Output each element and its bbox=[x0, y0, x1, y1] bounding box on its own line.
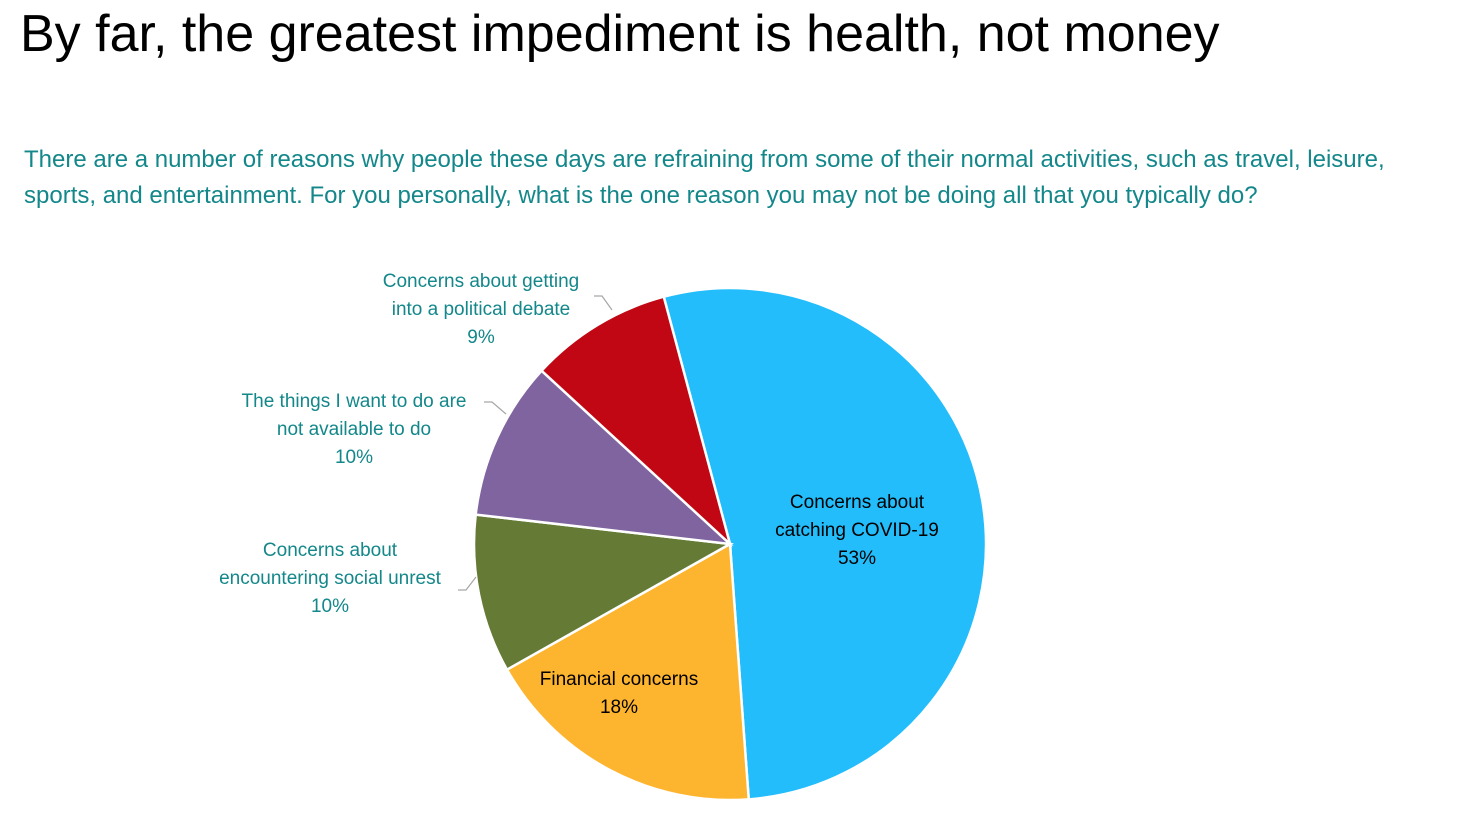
slice-data-label: The things I want to do are not available… bbox=[242, 391, 467, 468]
pie-slice bbox=[539, 295, 733, 548]
pie-slice bbox=[472, 513, 734, 672]
pie-slice bbox=[474, 368, 734, 546]
slice-data-label: Concerns about getting into a political d… bbox=[383, 271, 579, 348]
slice-category-label: Concerns about bbox=[790, 492, 925, 513]
slice-data-label: Concerns about catching COVID-19 53% bbox=[775, 492, 939, 569]
pie-slice bbox=[505, 541, 751, 802]
label-leader-line bbox=[484, 401, 507, 415]
slice-percent-label: 53% bbox=[838, 548, 876, 569]
slice-percent-label: 9% bbox=[467, 327, 495, 348]
label-leader-line bbox=[458, 576, 477, 591]
slice-category-label: Concerns about getting bbox=[383, 271, 579, 292]
slice-category-label: encountering social unrest bbox=[219, 568, 442, 589]
slice-percent-label: 10% bbox=[311, 596, 349, 617]
slice-category-label: The things I want to do are bbox=[242, 391, 467, 412]
page-title: By far, the greatest impediment is healt… bbox=[20, 5, 1220, 63]
slice-category-label: Financial concerns bbox=[540, 669, 698, 690]
slice-data-label: Financial concerns 18% bbox=[540, 669, 698, 718]
pie-slice bbox=[662, 286, 988, 801]
label-leader-line bbox=[594, 295, 613, 311]
slice-percent-label: 18% bbox=[600, 697, 638, 718]
slice-data-label: Concerns about encountering social unrest… bbox=[219, 540, 442, 617]
slice-percent-label: 10% bbox=[335, 447, 373, 468]
slice-category-label: not available to do bbox=[277, 419, 431, 440]
slice-category-label: catching COVID-19 bbox=[775, 520, 939, 541]
slice-category-label: Concerns about bbox=[263, 540, 398, 561]
question-subtitle: There are a number of reasons why people… bbox=[24, 146, 1385, 209]
slice-category-label: into a political debate bbox=[392, 299, 571, 320]
